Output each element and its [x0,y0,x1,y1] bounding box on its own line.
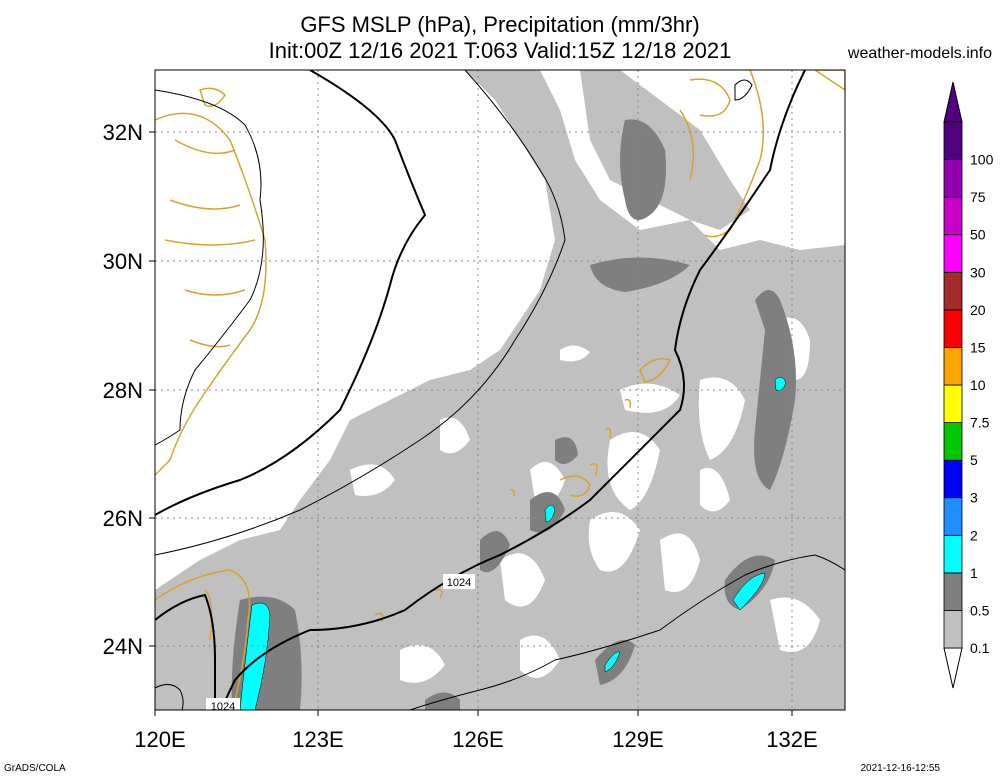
colorbar-level-label: 5 [970,452,978,468]
colorbar-level-label: 100 [970,152,994,168]
footer-timestamp: 2021-12-16-12:55 [860,763,940,774]
longitude-labels: 120E 123E 126E 129E 132E [134,727,817,752]
map-title-line1: GFS MSLP (hPa), Precipitation (mm/3hr) [300,12,700,37]
lat-label-32n: 32N [103,120,143,145]
lon-label-120e: 120E [134,727,185,752]
map-plot-area: 1024 1024 [155,70,845,713]
isobar-label-box-1 [443,574,475,589]
map-title-line2: Init:00Z 12/16 2021 T:063 Valid:15Z 12/1… [268,38,732,63]
colorbar-level-label: 15 [970,339,986,355]
colorbar-level-label: 10 [970,377,986,393]
axis-ticks [149,131,793,716]
colorbar-level-label: 7.5 [970,415,990,431]
lat-label-28n: 28N [103,378,143,403]
colorbar-level-label: 0.5 [970,602,990,618]
isobar-label-1: 1024 [447,577,471,589]
lat-label-30n: 30N [103,249,143,274]
colorbar-level-label: 20 [970,302,986,318]
lon-label-129e: 129E [612,727,663,752]
colorbar-level-label: 3 [970,490,978,506]
precip-gaps [350,317,820,683]
lat-label-24n: 24N [103,634,143,659]
colorbar-swatch [943,346,963,386]
colorbar-min-arrow [943,647,963,689]
coastlines [155,70,845,701]
footer-software: GrADS/COLA [4,763,66,774]
colorbar-level-label: 2 [970,527,978,543]
isobars [155,70,845,710]
latitude-labels: 32N 30N 28N 26N 24N [103,120,143,659]
colorbar-swatch [943,534,963,574]
isobar-label-box-2 [206,698,240,710]
colorbar-level-label: 75 [970,189,986,205]
colorbar-max-arrow [943,81,963,123]
colorbar-level-label: 30 [970,264,986,280]
colorbar-swatch [943,572,963,611]
precip-heavy-spots [239,376,787,710]
colorbar-swatch [943,422,963,461]
isobar-label-2: 1024 [211,701,235,713]
colorbar-swatch [943,610,963,649]
lon-label-126e: 126E [452,727,503,752]
site-credit: weather-models.info [847,45,992,62]
colorbar: 0.1 0.5 1 2 3 5 7.5 10 15 20 30 50 75 100 [943,81,994,689]
colorbar-level-label: 0.1 [970,640,990,656]
lon-label-123e: 123E [292,727,343,752]
colorbar-level-label: 50 [970,227,986,243]
lat-label-26n: 26N [103,506,143,531]
colorbar-swatch [943,497,963,536]
colorbar-swatch [943,459,963,499]
colorbar-swatch [943,159,963,198]
colorbar-swatch [943,384,963,423]
colorbar-swatch [943,121,963,160]
colorbar-swatch [943,234,963,273]
colorbar-swatch [943,271,963,311]
colorbar-swatch [943,309,963,348]
colorbar-level-label: 1 [970,565,978,581]
lon-label-132e: 132E [766,727,817,752]
colorbar-swatch [943,196,963,236]
